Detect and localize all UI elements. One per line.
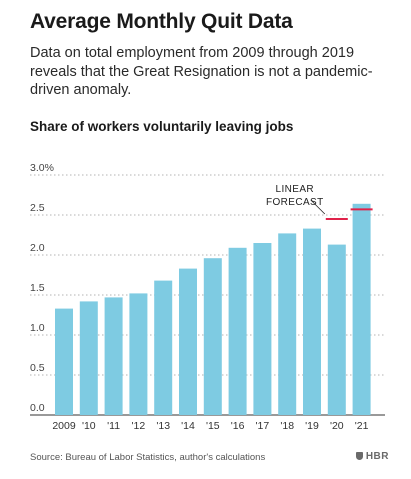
source-note: Source: Bureau of Labor Statistics, auth… <box>30 452 266 463</box>
bar <box>104 297 123 415</box>
x-axis-ticks: 2009 '10 '11 '12 '13 '14 '15 '16 '17 '18 '19 '20 '21 <box>52 420 368 432</box>
x-tick-label: '19 <box>305 420 319 432</box>
forecast-leader-line <box>310 199 326 215</box>
y-tick-label: 1.0 <box>30 322 45 334</box>
x-tick-label: '11 <box>107 420 120 432</box>
x-tick-label: '15 <box>206 420 220 432</box>
chart-heading: Share of workers voluntarily leaving job… <box>30 119 294 134</box>
bars <box>55 203 371 415</box>
bar <box>278 233 297 415</box>
x-tick-label: '21 <box>355 420 369 432</box>
y-tick-label: 0.0 <box>30 402 45 414</box>
bar <box>154 280 173 415</box>
x-tick-label: '18 <box>280 420 294 432</box>
forecast-label: LINEAR <box>276 184 315 195</box>
chart-title: Average Monthly Quit Data <box>30 10 293 33</box>
bar <box>129 293 148 415</box>
bar <box>55 308 73 415</box>
bar <box>303 228 321 415</box>
x-tick-label: '10 <box>82 420 96 432</box>
brand-label: HBR <box>365 451 389 462</box>
bar <box>352 203 371 415</box>
x-tick-label: '14 <box>181 420 195 432</box>
x-tick-label: '17 <box>256 420 270 432</box>
y-axis-ticks: 3.0% 2.5 2.0 1.5 1.0 0.5 0.0 <box>30 162 54 414</box>
hbr-logo: HBR <box>355 451 389 462</box>
x-tick-label: '13 <box>156 420 170 432</box>
chart-subtitle: Data on total employment from 2009 throu… <box>30 45 373 98</box>
shield-icon <box>355 452 363 460</box>
x-tick-label: '20 <box>330 420 344 432</box>
x-tick-label: 2009 <box>52 420 76 432</box>
x-tick-label: '12 <box>132 420 146 432</box>
bar <box>203 258 222 415</box>
bar <box>327 244 346 415</box>
y-tick-label: 3.0% <box>30 162 54 174</box>
bar <box>253 243 272 415</box>
y-tick-label: 2.0 <box>30 242 45 254</box>
y-tick-label: 1.5 <box>30 282 45 294</box>
bar <box>79 301 98 415</box>
bar <box>179 268 197 415</box>
y-tick-label: 2.5 <box>30 202 45 214</box>
x-tick-label: '16 <box>231 420 245 432</box>
linear-forecast: LINEAR FORECAST <box>266 184 373 220</box>
y-tick-label: 0.5 <box>30 362 45 374</box>
forecast-label: FORECAST <box>266 197 324 208</box>
bar <box>228 247 247 415</box>
